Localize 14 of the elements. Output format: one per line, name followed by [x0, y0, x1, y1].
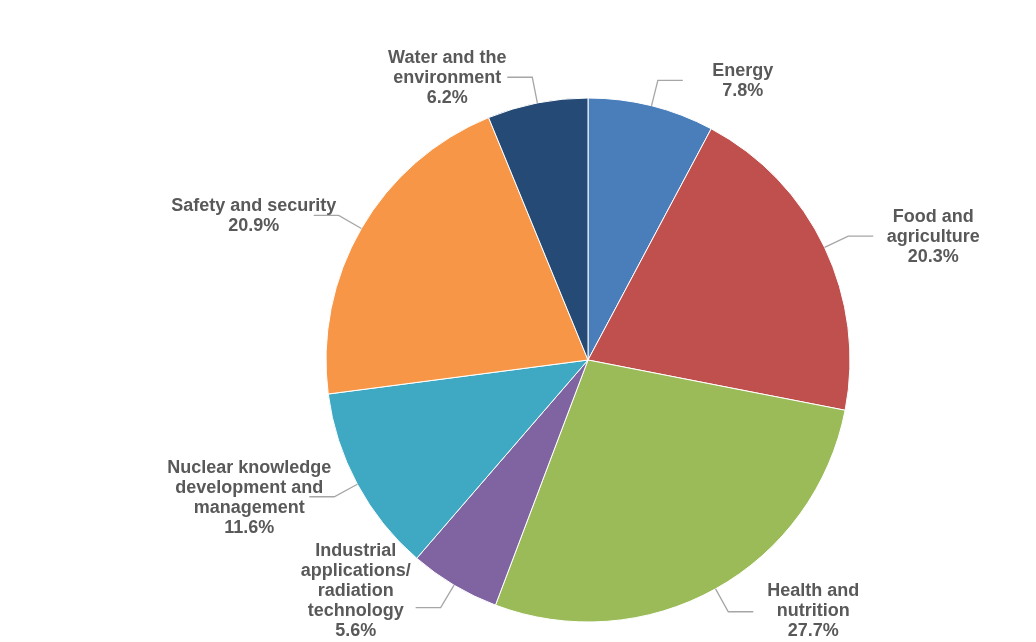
data-label: 20.9%: [228, 215, 280, 236]
data-label: 27.7%: [787, 620, 839, 640]
slice-label: Industrial applications/ radiation technology: [300, 540, 411, 620]
data-label: 11.6%: [224, 516, 275, 537]
slice-label: Health and nutrition: [767, 580, 860, 620]
data-label: 7.8%: [722, 80, 764, 101]
slice-label: Energy: [712, 60, 774, 81]
data-label: 20.3%: [907, 246, 959, 267]
data-label: 6.2%: [426, 87, 468, 108]
slice-label: Food and agriculture: [886, 206, 980, 247]
slice-label: Safety and security: [171, 195, 337, 216]
slice-label: Nuclear knowledge development and management: [167, 456, 332, 517]
data-label: 5.6%: [335, 620, 377, 640]
slice-label: Water and the environment: [388, 47, 507, 88]
